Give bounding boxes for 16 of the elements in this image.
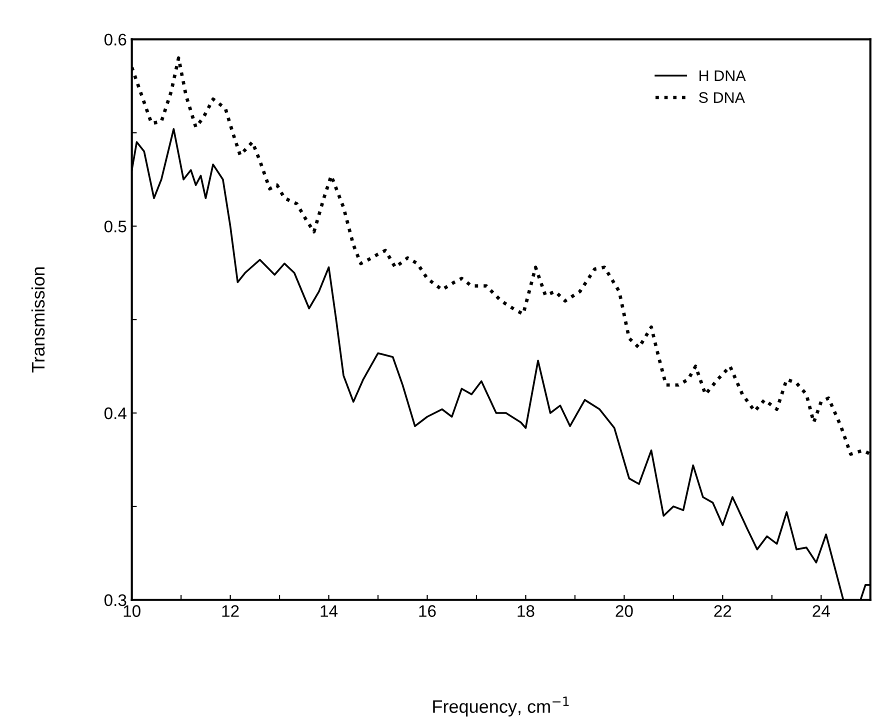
y-tick-label: 0.6 [104, 34, 126, 46]
y-tick-label: 0.5 [104, 220, 126, 232]
x-axis-title: Frequency, cm$^{−1}$ [433, 696, 569, 717]
x-tick-label: 22 [714, 605, 732, 617]
x-tick-label: 20 [616, 605, 633, 617]
x-tick-label: 10 [124, 605, 140, 617]
x-tick-label: 16 [419, 605, 436, 617]
y-tick-label: 0.3 [104, 594, 126, 606]
y-tick-label: 0.4 [104, 407, 126, 420]
x-tick-label: 24 [812, 605, 830, 617]
x-tick-label: 14 [320, 605, 338, 617]
x-tick-label: 12 [222, 605, 239, 617]
legend-label: H DNA [700, 70, 746, 81]
legend-label: S DNA [699, 92, 745, 103]
y-axis-title: Transmission [31, 267, 45, 373]
x-tick-label: 18 [518, 605, 534, 617]
